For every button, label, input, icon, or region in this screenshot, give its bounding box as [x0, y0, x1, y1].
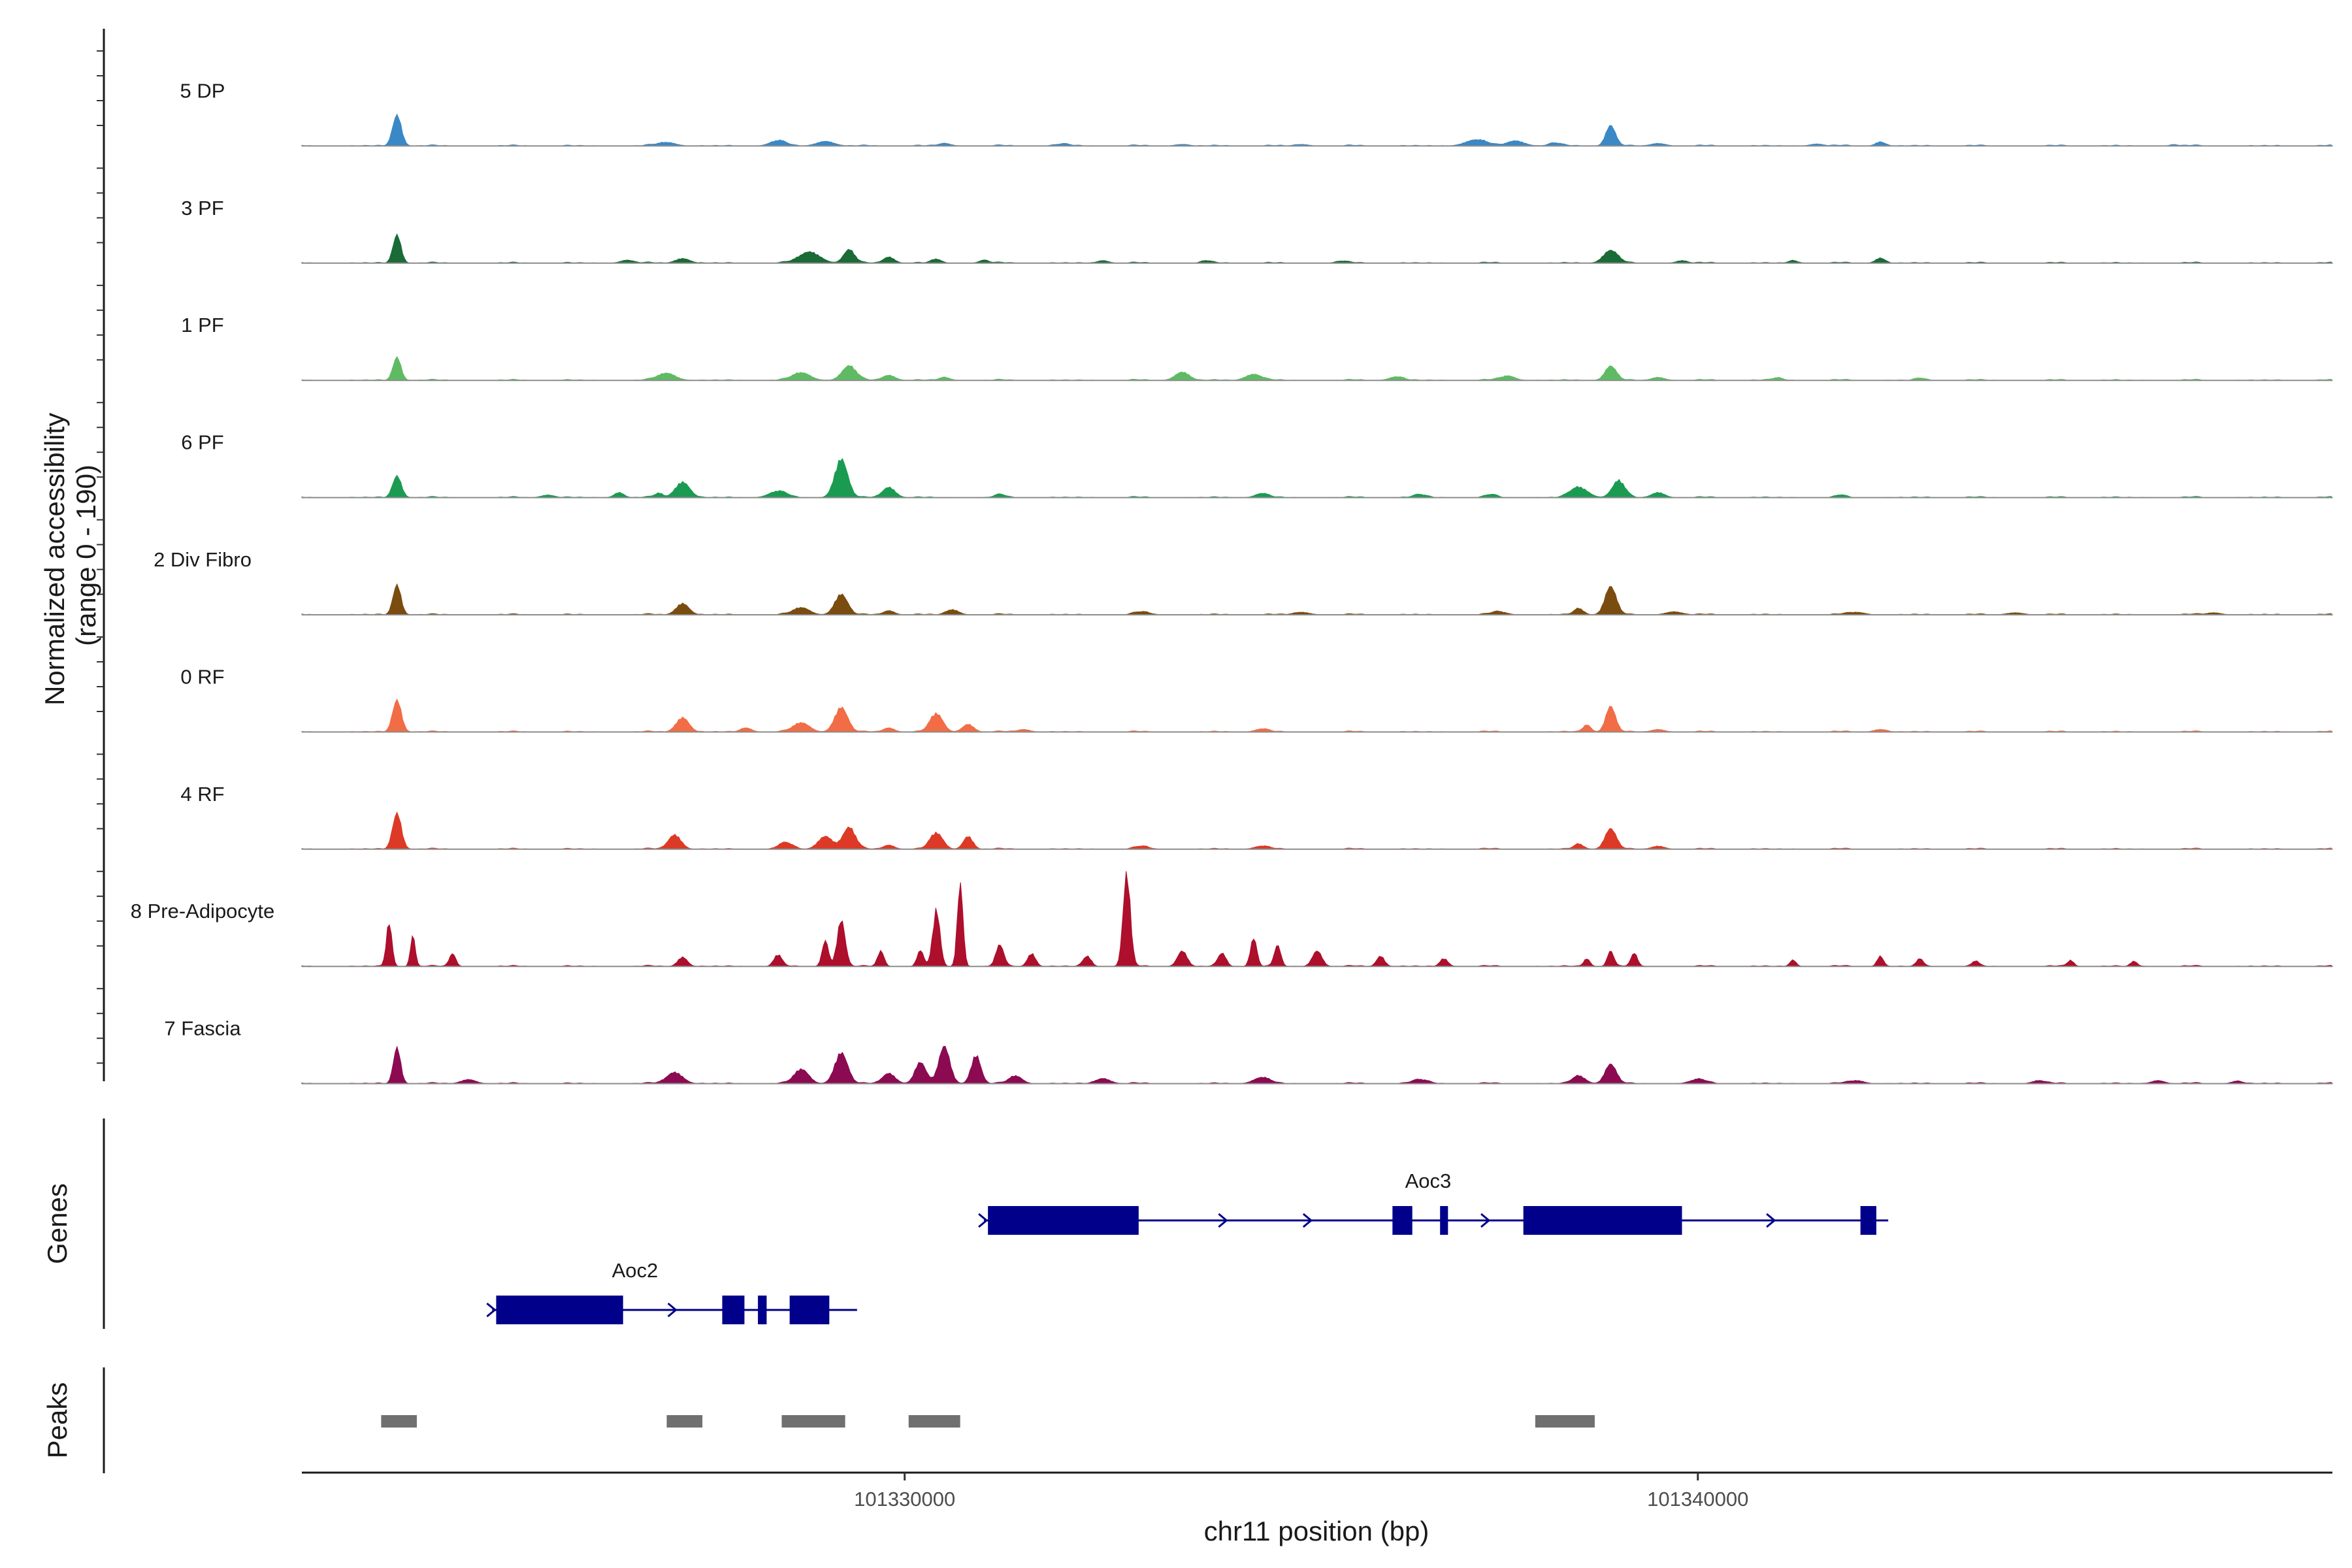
track-5-dp: 5 DP	[180, 79, 2334, 147]
track-label: 8 Pre-Adipocyte	[131, 900, 275, 923]
peak-region	[1535, 1415, 1595, 1428]
exon	[1440, 1206, 1448, 1235]
exon	[1860, 1206, 1876, 1235]
track-label: 7 Fascia	[164, 1017, 241, 1040]
y-axis-ticks	[97, 50, 104, 1064]
track-label: 6 PF	[181, 431, 223, 454]
peak-regions	[381, 1415, 1595, 1428]
exon	[722, 1296, 745, 1324]
track-label: 2 Div Fibro	[154, 548, 252, 571]
strand-arrow	[486, 1302, 497, 1318]
y-axis-title-line1: Normalized accessibility	[39, 413, 70, 706]
gene-label: Aoc3	[1405, 1169, 1452, 1192]
track-label: 5 DP	[180, 79, 225, 102]
track-2-div-fibro: 2 Div Fibro	[154, 548, 2334, 615]
strand-arrow	[1302, 1213, 1313, 1228]
track-4-rf: 4 RF	[180, 783, 2334, 850]
strand-arrow	[1766, 1213, 1776, 1228]
track-1-pf: 1 PF	[181, 314, 2334, 382]
gene-annotations: Aoc2 Aoc3	[486, 1169, 1889, 1324]
x-tick-label: 101330000	[854, 1488, 955, 1511]
y-axis-title: Normalized accessibility (range 0 - 190)	[39, 405, 101, 706]
gene-aoc2: Aoc2	[486, 1259, 857, 1324]
track-label: 1 PF	[181, 314, 223, 336]
exon	[988, 1206, 1139, 1235]
gene-label: Aoc2	[612, 1259, 659, 1282]
peak-region	[781, 1415, 845, 1428]
coverage-tracks: 5 DP 3 PF 1 PF 6 PF 2 Div Fibro 0 RF 4 RF 8 Pre…	[131, 79, 2334, 1085]
strand-arrow	[1480, 1213, 1491, 1228]
gene-aoc3: Aoc3	[978, 1169, 1889, 1235]
x-axis-ticks: 101330000 101340000	[854, 1473, 1748, 1511]
exon	[1523, 1206, 1682, 1235]
x-axis-title: chr11 position (bp)	[1204, 1516, 1429, 1546]
peak-region	[908, 1415, 960, 1428]
track-8-pre-adipocyte: 8 Pre-Adipocyte	[131, 871, 2334, 968]
strand-arrow	[1218, 1213, 1228, 1228]
strand-arrow	[667, 1302, 678, 1318]
track-3-pf: 3 PF	[181, 197, 2334, 264]
track-label: 4 RF	[180, 783, 224, 806]
track-6-pf: 6 PF	[181, 431, 2334, 498]
exon	[758, 1296, 767, 1324]
strand-arrow	[978, 1213, 988, 1228]
peak-region	[666, 1415, 703, 1428]
peak-region	[381, 1415, 417, 1428]
track-label: 3 PF	[181, 197, 223, 220]
y-axis-title-line2: (range 0 - 190)	[71, 465, 101, 646]
track-7-fascia: 7 Fascia	[164, 1017, 2334, 1085]
x-tick-label: 101340000	[1647, 1488, 1748, 1511]
peaks-panel-label: Peaks	[42, 1382, 73, 1459]
track-0-rf: 0 RF	[180, 665, 2334, 733]
genes-panel-label: Genes	[42, 1183, 73, 1264]
exon	[496, 1296, 623, 1324]
track-label: 0 RF	[180, 665, 224, 688]
exon	[789, 1296, 830, 1324]
exon	[1392, 1206, 1413, 1235]
